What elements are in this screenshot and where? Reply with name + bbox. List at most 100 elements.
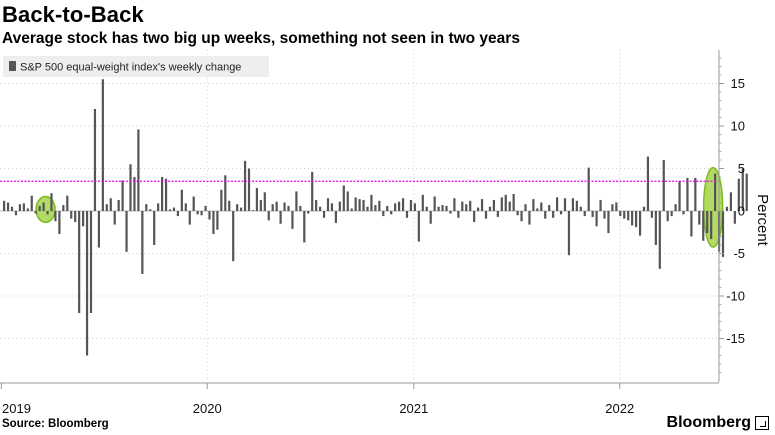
bar bbox=[500, 197, 503, 211]
bar bbox=[425, 206, 428, 211]
y-tick-label: 5 bbox=[738, 161, 745, 176]
bar bbox=[528, 211, 531, 225]
bar bbox=[153, 211, 156, 245]
bar bbox=[97, 211, 100, 248]
bar bbox=[504, 194, 507, 211]
bar bbox=[105, 204, 108, 211]
bar bbox=[74, 211, 77, 223]
bar bbox=[161, 177, 164, 211]
highlight-ellipse bbox=[702, 166, 724, 248]
bar bbox=[350, 208, 353, 211]
bar bbox=[141, 211, 144, 274]
bar bbox=[204, 205, 207, 211]
legend-label: S&P 500 equal-weight index's weekly chan… bbox=[20, 62, 241, 74]
bar bbox=[129, 164, 132, 211]
bars-layer bbox=[3, 79, 748, 356]
bar bbox=[93, 109, 97, 211]
y-tick-label: -15 bbox=[726, 331, 745, 346]
bar bbox=[733, 211, 736, 224]
bar bbox=[70, 211, 73, 219]
bar bbox=[255, 188, 258, 211]
bar bbox=[378, 200, 381, 211]
y-tick-label: 15 bbox=[731, 76, 745, 91]
bar bbox=[587, 167, 590, 211]
bar bbox=[461, 201, 464, 211]
y-tick-label: -10 bbox=[726, 289, 745, 304]
bar bbox=[650, 211, 653, 218]
legend-background bbox=[3, 56, 269, 77]
bar bbox=[358, 199, 361, 211]
bar bbox=[559, 211, 563, 215]
bar bbox=[571, 198, 574, 211]
bar bbox=[164, 178, 168, 211]
legend: S&P 500 equal-weight index's weekly chan… bbox=[3, 56, 269, 77]
bar bbox=[611, 204, 614, 211]
bar bbox=[172, 207, 176, 211]
bar bbox=[536, 208, 539, 211]
bar bbox=[540, 202, 543, 211]
bar bbox=[706, 211, 709, 234]
bar bbox=[287, 205, 290, 211]
bar bbox=[30, 195, 33, 211]
bar bbox=[694, 177, 697, 211]
bar bbox=[176, 211, 179, 217]
bar bbox=[638, 211, 642, 236]
bar bbox=[480, 199, 484, 211]
bar bbox=[433, 196, 436, 211]
bar bbox=[157, 203, 160, 211]
bar bbox=[678, 181, 681, 211]
x-tick-label: 2019 bbox=[2, 401, 31, 416]
bar bbox=[725, 206, 729, 211]
bar bbox=[228, 200, 231, 211]
bar bbox=[275, 201, 278, 211]
bar bbox=[552, 211, 555, 218]
bar bbox=[243, 160, 247, 211]
bar bbox=[662, 160, 665, 211]
bar bbox=[607, 211, 610, 234]
bar bbox=[62, 205, 65, 211]
bar bbox=[398, 201, 401, 211]
bar bbox=[232, 211, 235, 262]
x-tick-label: 2020 bbox=[193, 401, 222, 416]
bar bbox=[457, 211, 460, 218]
brand-logo: Bloomberg bbox=[667, 414, 769, 432]
brand-mark-icon bbox=[755, 416, 769, 430]
bar bbox=[469, 200, 472, 211]
bar bbox=[89, 211, 93, 313]
bar bbox=[6, 202, 10, 211]
bar bbox=[556, 197, 559, 211]
bar bbox=[145, 204, 148, 211]
legend-swatch bbox=[9, 61, 16, 71]
bar bbox=[627, 211, 630, 221]
bar bbox=[22, 203, 25, 211]
bar bbox=[117, 199, 120, 211]
bar bbox=[646, 156, 650, 211]
bar bbox=[599, 199, 602, 211]
bar bbox=[362, 199, 365, 211]
bar bbox=[101, 79, 104, 211]
bar bbox=[50, 193, 53, 211]
bar bbox=[670, 211, 673, 217]
bar bbox=[465, 204, 468, 211]
bar bbox=[583, 211, 586, 217]
bar bbox=[85, 211, 89, 356]
bar bbox=[567, 211, 571, 256]
bar bbox=[413, 203, 416, 211]
bar bbox=[125, 211, 128, 252]
bar bbox=[405, 211, 409, 218]
bar bbox=[295, 191, 298, 211]
bar bbox=[449, 211, 452, 214]
y-tick-label: -5 bbox=[733, 246, 745, 261]
bar bbox=[330, 203, 334, 211]
bar bbox=[421, 194, 424, 211]
bar bbox=[168, 209, 172, 211]
bar bbox=[322, 211, 326, 218]
bar bbox=[686, 177, 689, 211]
bar bbox=[520, 211, 523, 222]
bar bbox=[690, 211, 693, 237]
bar bbox=[216, 211, 219, 230]
bar bbox=[113, 211, 116, 225]
bar bbox=[721, 211, 725, 257]
bar bbox=[259, 199, 262, 211]
bar bbox=[42, 202, 45, 211]
